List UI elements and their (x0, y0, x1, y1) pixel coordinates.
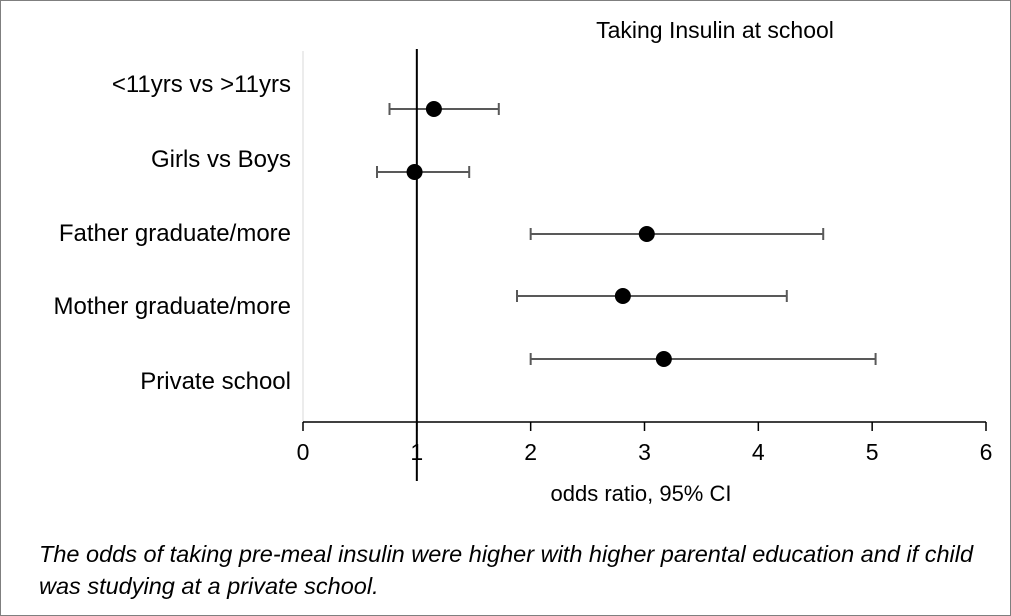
chart-title: Taking Insulin at school (596, 17, 834, 43)
figure-caption: The odds of taking pre-meal insulin were… (39, 541, 974, 599)
odds-ratio-point (614, 288, 631, 304)
forest-plot-chart: Taking Insulin at school <11yrs vs >11yr… (54, 17, 993, 506)
category-label: <11yrs vs >11yrs (112, 71, 291, 98)
odds-ratio-point (655, 351, 672, 367)
x-tick-label: 3 (638, 439, 651, 465)
x-tick-label: 2 (524, 439, 537, 465)
category-label: Private school (140, 368, 291, 395)
category-label: Girls vs Boys (151, 146, 291, 173)
x-tick-label: 6 (980, 439, 993, 465)
odds-ratio-point (638, 226, 655, 242)
odds-ratio-point (406, 164, 423, 180)
odds-ratio-point (425, 101, 442, 117)
x-tick-label: 4 (752, 439, 765, 465)
x-axis-title: odds ratio, 95% CI (551, 481, 732, 506)
category-label: Mother graduate/more (54, 293, 291, 320)
x-tick-label: 0 (297, 439, 310, 465)
category-label: Father graduate/more (59, 220, 291, 247)
x-tick-label: 5 (866, 439, 879, 465)
